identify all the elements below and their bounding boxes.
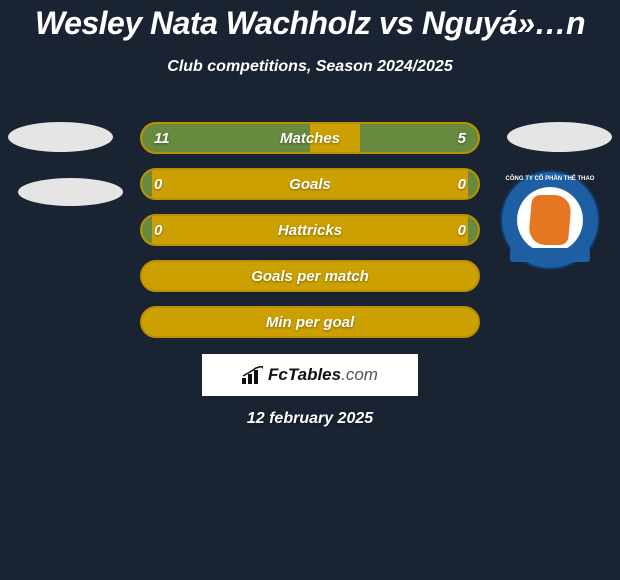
brand-chart-icon	[242, 366, 264, 384]
brand-name-bold: FcTables	[268, 365, 341, 384]
stat-bar: 0 0 Goals	[140, 168, 480, 200]
stat-value-left: 0	[154, 222, 162, 239]
brand-watermark: FcTables.com	[202, 354, 418, 396]
stat-label: Hattricks	[278, 222, 342, 239]
stat-bar: Goals per match	[140, 260, 480, 292]
stats-container: 11 5 Matches 0 0 Goals 0 0 Hattricks Goals per ma…	[140, 122, 480, 352]
player-left-club-badge-1	[8, 122, 113, 152]
player-left-club-badge-2	[18, 178, 123, 206]
stat-value-right: 5	[458, 130, 466, 147]
crest-top-text: CÔNG TY CỔ PHẦN THỂ THAO	[502, 176, 598, 182]
stat-fill-left	[142, 170, 152, 198]
stat-bar: Min per goal	[140, 306, 480, 338]
page-title: Wesley Nata Wachholz vs Nguyá»…n	[0, 0, 620, 42]
stat-fill-left	[142, 216, 152, 244]
stat-label: Matches	[280, 130, 340, 147]
crest-inner	[520, 190, 580, 250]
stat-value-left: 11	[154, 130, 170, 147]
stat-fill-right	[468, 216, 478, 244]
player-right-club-badge-1	[507, 122, 612, 152]
brand-text: FcTables.com	[268, 365, 378, 385]
footer-date: 12 february 2025	[0, 410, 620, 428]
stat-label: Goals per match	[251, 268, 369, 285]
player-right-club-crest: CÔNG TY CỔ PHẦN THỂ THAO	[500, 170, 600, 270]
stat-label: Min per goal	[266, 314, 354, 331]
brand-name-light: .com	[341, 365, 378, 384]
stat-label: Goals	[289, 176, 331, 193]
stat-value-right: 0	[458, 222, 466, 239]
page-subtitle: Club competitions, Season 2024/2025	[0, 58, 620, 76]
stat-bar: 11 5 Matches	[140, 122, 480, 154]
stat-fill-right	[468, 170, 478, 198]
crest-bottom-band	[510, 248, 590, 262]
stat-bar: 0 0 Hattricks	[140, 214, 480, 246]
stat-value-right: 0	[458, 176, 466, 193]
stat-value-left: 0	[154, 176, 162, 193]
crest-s-shape	[528, 195, 572, 245]
